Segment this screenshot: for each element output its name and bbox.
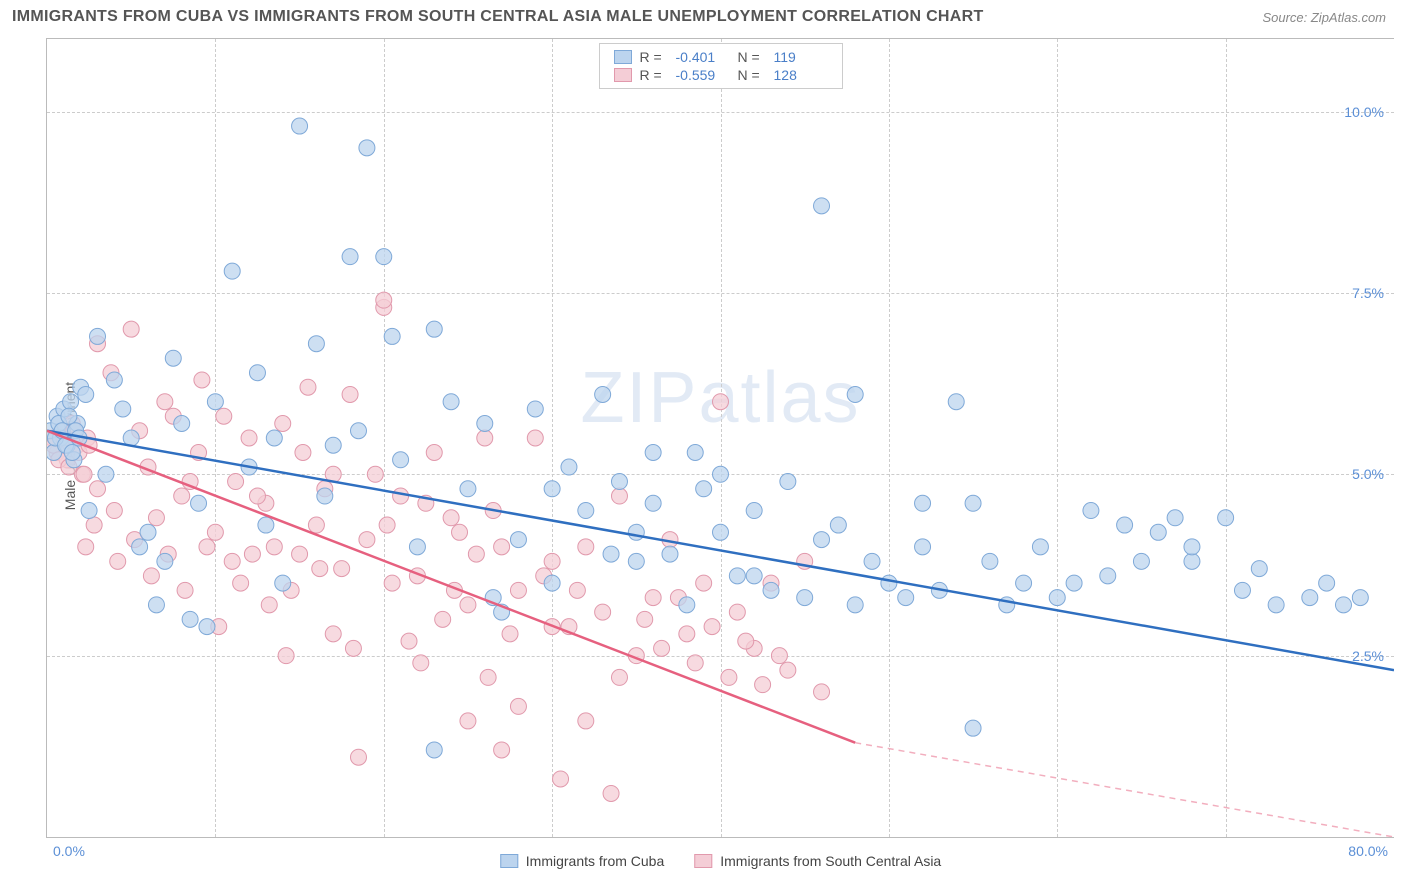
plot-area: ZIPatlas R = -0.401 N = 119 R = -0.559 N… (46, 38, 1394, 838)
legend-label-cuba: Immigrants from Cuba (526, 853, 664, 869)
swatch-sca (614, 68, 632, 82)
correlation-row-sca: R = -0.559 N = 128 (614, 66, 828, 84)
correlation-row-cuba: R = -0.401 N = 119 (614, 48, 828, 66)
chart-source: Source: ZipAtlas.com (1262, 10, 1386, 25)
n-label: N = (738, 49, 766, 65)
scatter-plot-svg (47, 39, 1394, 837)
y-tick-label: 5.0% (1352, 466, 1384, 482)
r-label: R = (640, 67, 668, 83)
legend-label-sca: Immigrants from South Central Asia (720, 853, 941, 869)
legend-swatch-cuba (500, 854, 518, 868)
legend-swatch-sca (694, 854, 712, 868)
n-label: N = (738, 67, 766, 83)
y-tick-label: 7.5% (1352, 285, 1384, 301)
chart-title: IMMIGRANTS FROM CUBA VS IMMIGRANTS FROM … (12, 8, 984, 26)
chart-container: IMMIGRANTS FROM CUBA VS IMMIGRANTS FROM … (0, 0, 1406, 892)
r-value-sca: -0.559 (676, 67, 730, 83)
chart-header: IMMIGRANTS FROM CUBA VS IMMIGRANTS FROM … (0, 0, 1406, 30)
x-axis-end-label: 80.0% (1348, 843, 1388, 859)
y-tick-label: 2.5% (1352, 648, 1384, 664)
swatch-cuba (614, 50, 632, 64)
r-label: R = (640, 49, 668, 65)
series-legend: Immigrants from Cuba Immigrants from Sou… (500, 853, 941, 869)
correlation-legend: R = -0.401 N = 119 R = -0.559 N = 128 (599, 43, 843, 89)
y-tick-label: 10.0% (1344, 104, 1384, 120)
n-value-cuba: 119 (774, 49, 828, 65)
legend-item-sca: Immigrants from South Central Asia (694, 853, 941, 869)
n-value-sca: 128 (774, 67, 828, 83)
r-value-cuba: -0.401 (676, 49, 730, 65)
x-axis-start-label: 0.0% (53, 843, 85, 859)
legend-item-cuba: Immigrants from Cuba (500, 853, 664, 869)
